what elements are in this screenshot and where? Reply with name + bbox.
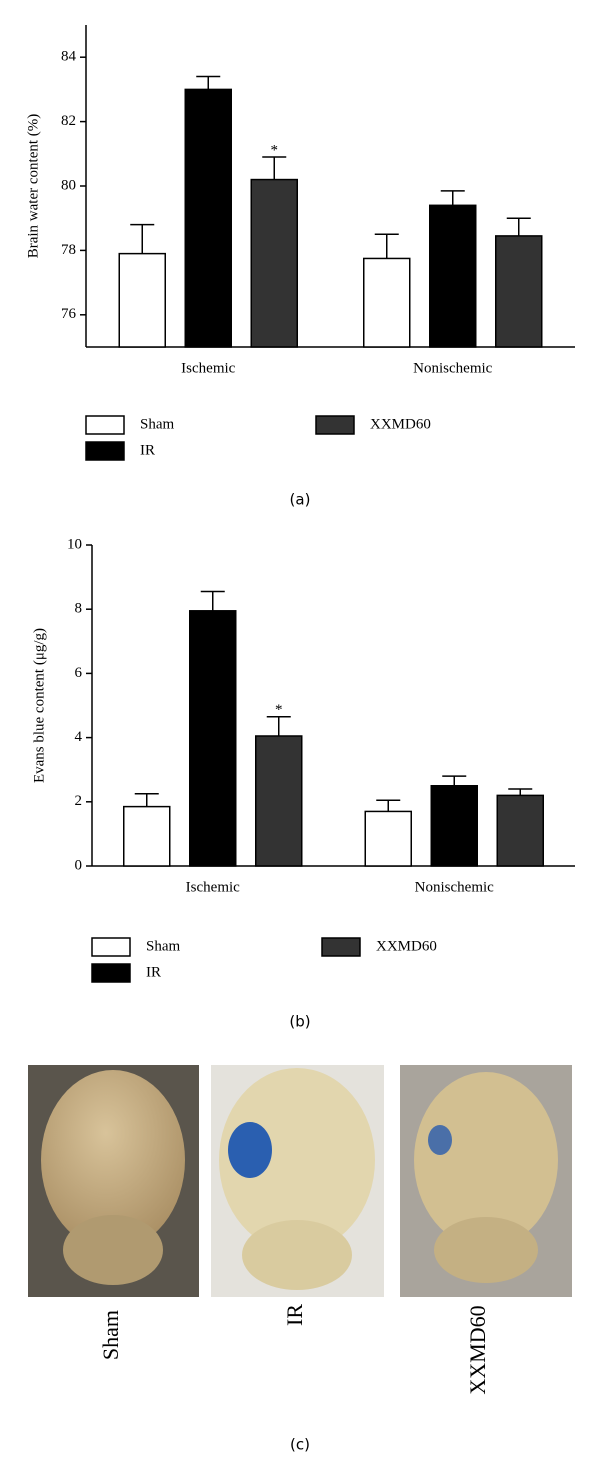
y-tick-label: 78 <box>61 242 76 258</box>
photo-label: XXMD60 <box>465 1305 490 1394</box>
bar <box>364 810 412 867</box>
x-tick-label: Ischemic <box>181 360 235 376</box>
legend-swatch <box>85 415 125 435</box>
legend-swatch <box>91 937 131 957</box>
brain <box>242 1220 352 1290</box>
panel-caption: (a) <box>290 491 311 509</box>
x-tick-label: Ischemic <box>186 879 240 895</box>
brain <box>63 1215 163 1285</box>
y-tick-label: 2 <box>75 793 83 809</box>
legend-label: Sham <box>146 938 181 954</box>
brain <box>434 1217 538 1283</box>
y-tick-label: 84 <box>61 49 77 65</box>
y-tick-label: 0 <box>75 857 83 873</box>
x-tick-label: Nonischemic <box>413 360 492 376</box>
x-tick-label: Nonischemic <box>415 879 494 895</box>
legend-label: Sham <box>140 416 175 432</box>
bar <box>184 88 232 348</box>
y-axis-label: Brain water content (%) <box>25 114 41 259</box>
photo-panel: Sham IR XXMD60 (c) <box>28 1065 572 1454</box>
bar <box>255 735 303 867</box>
legend-swatch <box>91 963 131 983</box>
y-axis-label: Evans blue content (μg/g) <box>31 628 47 783</box>
legend-swatch <box>85 441 125 461</box>
legend-label: IR <box>146 964 161 980</box>
legend-label: XXMD60 <box>370 416 431 432</box>
y-tick-label: 6 <box>75 665 83 681</box>
bar <box>363 257 411 348</box>
bar <box>495 235 543 348</box>
bar <box>429 204 477 348</box>
panel-caption: (c) <box>290 1436 310 1454</box>
y-tick-label: 8 <box>75 601 83 617</box>
y-tick-label: 80 <box>61 177 76 193</box>
significance-marker: * <box>271 142 279 158</box>
y-tick-label: 76 <box>61 306 77 322</box>
bar <box>250 178 298 348</box>
legend-swatch <box>315 415 355 435</box>
dye-spot <box>228 1122 272 1178</box>
photo-label: Sham <box>98 1310 123 1360</box>
bar <box>496 794 544 867</box>
significance-marker: * <box>275 702 283 718</box>
legend-label: XXMD60 <box>376 938 437 954</box>
brain <box>414 1072 558 1248</box>
bar <box>118 252 166 348</box>
panel-caption: (b) <box>289 1013 310 1031</box>
bar <box>189 610 237 867</box>
brain <box>219 1068 375 1252</box>
brain <box>41 1070 185 1250</box>
y-tick-label: 82 <box>61 113 76 129</box>
photo-label: IR <box>282 1304 307 1326</box>
bar <box>430 785 478 867</box>
bar <box>123 805 171 867</box>
dye-spot <box>428 1125 452 1155</box>
legend-swatch <box>321 937 361 957</box>
y-tick-label: 4 <box>75 729 83 745</box>
legend-label: IR <box>140 442 155 458</box>
y-tick-label: 10 <box>67 536 82 552</box>
